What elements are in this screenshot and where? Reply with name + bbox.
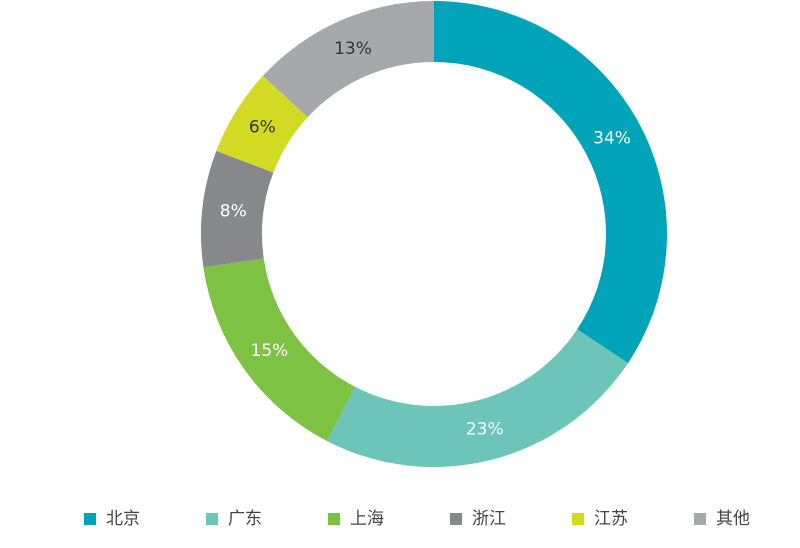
slice-5: [216, 75, 308, 173]
legend-swatch-2: [206, 513, 218, 525]
slice-label-2: 23%: [466, 420, 504, 440]
slice-1: [434, 1, 667, 364]
legend-label-5: 江苏: [594, 509, 628, 529]
slice-label-1: 34%: [593, 129, 631, 149]
legend-label-6: 其他: [716, 509, 750, 529]
legend-swatch-3: [328, 513, 340, 525]
slice-label-3: 15%: [251, 341, 289, 361]
legend-swatch-6: [694, 513, 706, 525]
slice-labels: 34% 23% 15% 8% 6% 13%: [220, 39, 631, 440]
slice-2: [327, 329, 628, 467]
legend: 北京 广东 上海 浙江 江苏 其他: [84, 509, 750, 529]
legend-label-1: 北京: [106, 509, 140, 529]
slice-label-6: 13%: [334, 39, 372, 59]
legend-label-2: 广东: [228, 509, 262, 529]
legend-label-4: 浙江: [472, 509, 506, 529]
legend-swatch-1: [84, 513, 96, 525]
slice-4: [200, 150, 274, 268]
legend-swatch-5: [572, 513, 584, 525]
slices: [200, 1, 667, 467]
slice-3: [203, 258, 356, 442]
legend-swatch-4: [450, 513, 462, 525]
slice-label-5: 6%: [249, 118, 276, 138]
slice-6: [262, 1, 434, 118]
legend-label-3: 上海: [350, 509, 384, 529]
slice-label-4: 8%: [220, 202, 247, 222]
